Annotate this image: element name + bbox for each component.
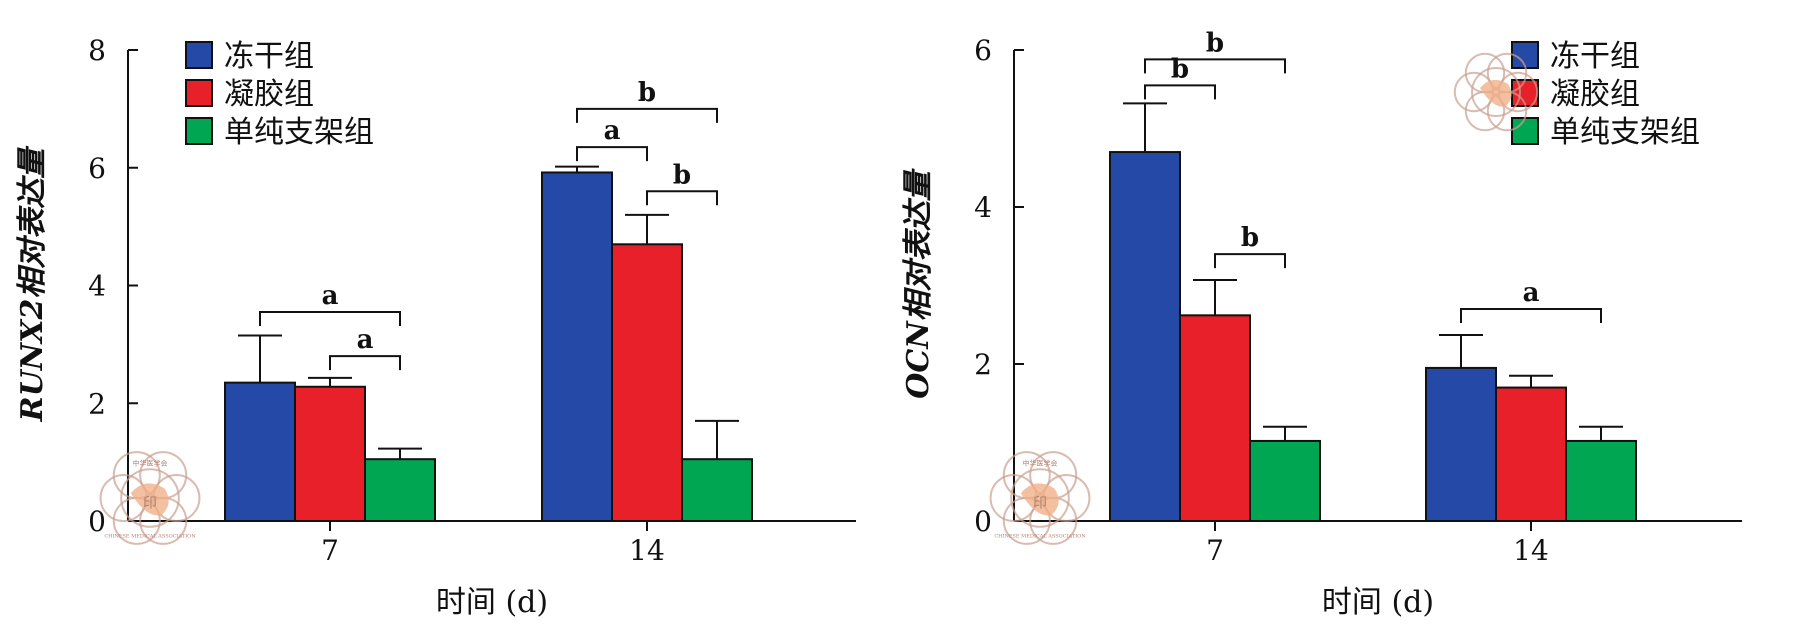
y-axis-label: OCN相对表达量 (901, 167, 936, 398)
bar-冻干组-7 (224, 381, 296, 522)
significance-label: b (1241, 223, 1259, 253)
y-tick-label: 2 (88, 387, 106, 420)
significance-bracket (1144, 84, 1216, 100)
x-tick-label: 14 (1513, 534, 1549, 567)
seal-ring (120, 468, 180, 528)
seal-ring (1010, 468, 1070, 528)
significance-bracket (646, 190, 718, 206)
seal-symbol: 印 (143, 496, 157, 512)
watermark-seal-icon: 中华医学会 CHINESE MEDICAL ASSOCIATION 印 (99, 451, 201, 545)
bar-单纯支架组-14 (681, 458, 753, 522)
x-tick-label: 7 (1206, 534, 1224, 567)
bar-单纯支架组-14 (1565, 439, 1637, 522)
significance-label: b (673, 160, 691, 190)
significance-bracket (329, 355, 401, 371)
seal-ring (1471, 67, 1521, 117)
watermark-seal-icon: 中华医学会 CHINESE MEDICAL ASSOCIATION 印 (989, 451, 1091, 545)
legend-label: 凝胶组 (1550, 77, 1640, 112)
significance-bracket (259, 310, 401, 326)
y-tick-label: 6 (88, 152, 106, 185)
significance-label: a (322, 281, 339, 311)
legend-label: 单纯支架组 (224, 115, 374, 150)
legend-swatch (185, 41, 213, 69)
significance-bracket (1460, 308, 1602, 324)
legend-swatch (185, 117, 213, 145)
seal-subtitle: CHINESE MEDICAL ASSOCIATION (104, 533, 196, 539)
significance-label: b (1171, 54, 1189, 84)
y-tick-label: 2 (974, 348, 992, 381)
significance-bracket (1144, 58, 1286, 74)
bar-单纯支架组-7 (1249, 439, 1321, 522)
legend-label: 单纯支架组 (1550, 115, 1700, 150)
seal-map-shape (1020, 483, 1059, 516)
seal-title: 中华医学会 (133, 458, 168, 467)
bar-凝胶组-14 (611, 243, 683, 522)
bar-凝胶组-7 (294, 385, 366, 523)
significance-label: a (1523, 278, 1540, 308)
x-axis-label: 时间 (d) (436, 585, 548, 620)
seal-map-shape (1480, 79, 1512, 107)
legend-label: 凝胶组 (224, 77, 314, 112)
y-tick-label: 0 (974, 505, 992, 538)
significance-label: a (357, 325, 374, 355)
significance-bracket (1214, 253, 1286, 269)
bar-凝胶组-14 (1495, 386, 1567, 522)
bar-冻干组-14 (541, 171, 613, 523)
y-tick-label: 0 (88, 505, 106, 538)
y-tick-label: 4 (974, 191, 992, 224)
seal-subtitle: CHINESE MEDICAL ASSOCIATION (994, 533, 1086, 539)
significance-bracket (576, 146, 648, 162)
bar-冻干组-7 (1109, 151, 1181, 523)
x-tick-label: 14 (629, 534, 665, 567)
x-axis-label: 时间 (d) (1322, 585, 1434, 620)
legend-swatch (185, 79, 213, 107)
y-tick-label: 4 (88, 270, 106, 303)
seal-symbol: 印 (1033, 496, 1047, 512)
significance-label: a (604, 116, 621, 146)
y-tick-label: 8 (88, 34, 106, 67)
legend-label: 冻干组 (224, 39, 314, 74)
y-axis-label: RUNX2相对表达量 (15, 145, 50, 423)
y-tick-label: 6 (974, 34, 992, 67)
significance-bracket (576, 107, 718, 123)
bar-冻干组-14 (1425, 366, 1497, 522)
legend-label: 冻干组 (1550, 39, 1640, 74)
significance-label: b (1206, 28, 1224, 58)
seal-title: 中华医学会 (1023, 458, 1058, 467)
watermark-seal-icon (1453, 52, 1539, 132)
bar-单纯支架组-7 (364, 458, 436, 522)
seal-map-shape (130, 483, 169, 516)
significance-label: b (638, 78, 656, 108)
x-tick-label: 7 (321, 534, 339, 567)
legend-swatch (1511, 117, 1539, 145)
bar-凝胶组-7 (1179, 314, 1251, 522)
